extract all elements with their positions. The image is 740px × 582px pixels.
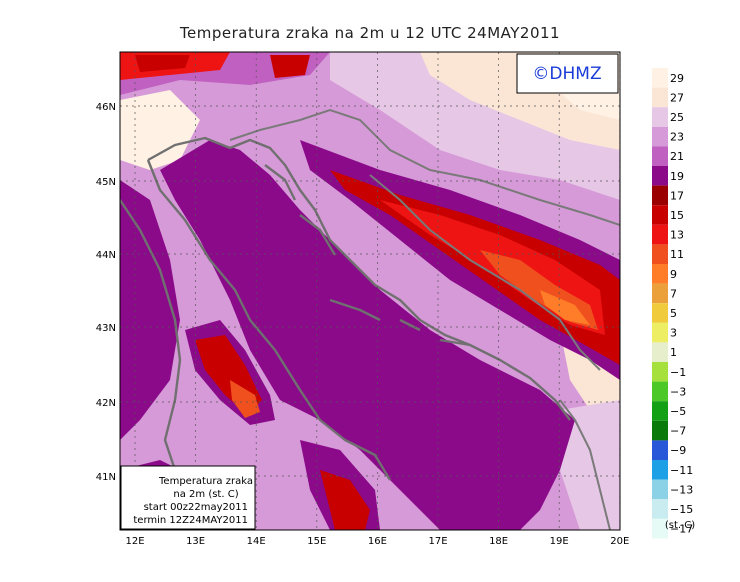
info-box: Temperatura zraka na 2m (st. C) start 00… [120, 465, 256, 530]
legend-swatch [652, 283, 668, 304]
legend-swatch [652, 440, 668, 460]
lon-tick-label: 16E [368, 536, 387, 547]
legend-swatch [652, 205, 668, 225]
lat-tick-label: 46N [96, 102, 116, 113]
legend-label: −17 [670, 523, 693, 536]
lon-tick-label: 19E [550, 536, 569, 547]
legend-swatch [652, 244, 668, 264]
lon-tick-label: 15E [307, 536, 326, 547]
color-legend: 29 27 25 23 21 19 17 15 13 11 9 7 5 3 1 −1 −3 −5 −7 −9 −11 −1… [652, 68, 693, 539]
legend-label: −5 [670, 405, 686, 418]
zone-29-nw [120, 90, 200, 170]
legend-label: 19 [670, 170, 684, 183]
legend-label: 17 [670, 189, 684, 202]
lat-tick-label: 43N [96, 323, 116, 334]
west-adriatic-coast [146, 159, 392, 481]
legend-unit: (st. C) [665, 520, 695, 531]
legend-swatch [652, 126, 668, 147]
legend-swatch [652, 420, 668, 441]
zone-25-se [560, 400, 620, 530]
info-line-3: start 00z22may2011 [144, 502, 248, 513]
legend-swatch [652, 224, 668, 245]
info-box-frame [120, 465, 256, 530]
legend-swatch [652, 166, 668, 186]
border-north [229, 108, 620, 226]
legend-swatch [652, 107, 668, 127]
lat-tick-label: 41N [96, 472, 116, 483]
legend-swatch [652, 518, 668, 539]
legend-swatch [652, 381, 668, 402]
adriatic-sea [160, 140, 575, 530]
legend-label: 9 [670, 268, 677, 281]
lat-tick-label: 45N [96, 177, 116, 188]
legend-label: 3 [670, 327, 677, 340]
longitude-axis: 12E 13E 14E 15E 16E 17E 18E 19E 20E [125, 536, 629, 547]
latitude-axis: 46N 45N 44N 43N 42N 41N [96, 102, 116, 483]
legend-label: 13 [670, 229, 684, 242]
zone-15-dinaric [330, 170, 620, 365]
legend-label: −11 [670, 464, 693, 477]
border-bosnia [369, 174, 601, 371]
legend-label: 11 [670, 248, 684, 261]
dhmz-logo: ©DHMZ [516, 53, 619, 94]
legend-swatch [652, 362, 668, 382]
legend-swatch [652, 303, 668, 323]
lon-tick-label: 17E [428, 536, 447, 547]
lat-tick-label: 44N [96, 250, 116, 261]
legend-label: 23 [670, 131, 684, 144]
lon-tick-label: 20E [610, 536, 629, 547]
legend-label: 15 [670, 209, 684, 222]
legend-swatch [652, 322, 668, 343]
logo-box [516, 53, 619, 94]
lat-tick-label: 42N [96, 398, 116, 409]
lon-tick-label: 14E [247, 536, 266, 547]
zone-9-dinaric [540, 290, 590, 325]
map-frame [119, 51, 621, 531]
islands [264, 164, 471, 347]
legend-label: 25 [670, 111, 684, 124]
legend-swatch [652, 68, 668, 88]
legend-label: −9 [670, 444, 686, 457]
legend-swatch [652, 342, 668, 362]
legend-label: −15 [670, 503, 693, 516]
legend-swatch [652, 479, 668, 500]
legend-label: −1 [670, 366, 686, 379]
zone-11-apennines [230, 380, 260, 418]
border-south [559, 399, 611, 530]
legend-swatch [652, 185, 668, 206]
borders [229, 108, 620, 530]
lon-tick-label: 18E [489, 536, 508, 547]
info-line-2: na 2m (st. C) [173, 489, 238, 500]
zone-15-alps2 [270, 55, 310, 78]
legend-label: 7 [670, 287, 677, 300]
info-line-4: termin 12Z24MAY2011 [133, 515, 248, 526]
legend-label: 29 [670, 72, 684, 85]
legend-swatch [652, 146, 668, 166]
east-adriatic-coast [147, 136, 571, 421]
logo-text: ©DHMZ [532, 64, 601, 84]
legend-label: −3 [670, 385, 686, 398]
legend-label: −13 [670, 483, 693, 496]
legend-swatch [652, 460, 668, 480]
legend-label: 27 [670, 91, 684, 104]
legend-label: 5 [670, 307, 677, 320]
lon-tick-label: 12E [125, 536, 144, 547]
legend-swatch [652, 499, 668, 519]
legend-swatch [652, 401, 668, 421]
legend-label: 1 [670, 346, 677, 359]
zone-15-south [320, 470, 370, 530]
zone-15-alps [135, 55, 190, 72]
info-line-1: Temperatura zraka [158, 476, 253, 487]
legend-label: 21 [670, 150, 684, 163]
legend-label: −7 [670, 425, 686, 438]
legend-swatch [652, 264, 668, 284]
map-title: Temperatura zraka na 2m u 12 UTC 24MAY20… [179, 24, 561, 42]
legend-swatch [652, 87, 668, 108]
temperature-field [120, 52, 620, 530]
lon-tick-label: 13E [186, 536, 205, 547]
